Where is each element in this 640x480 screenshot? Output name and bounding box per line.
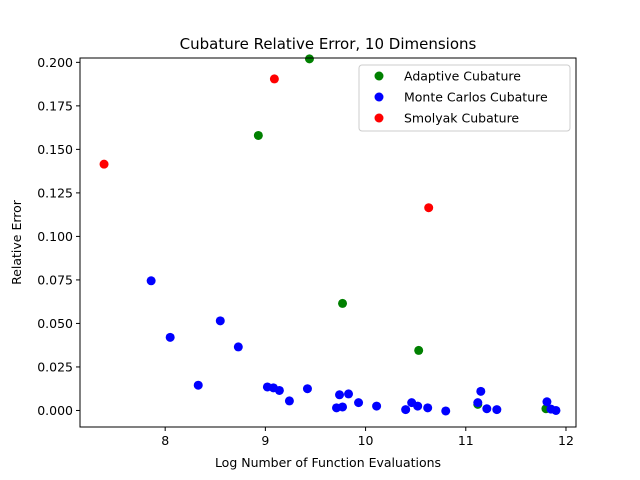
y-tick-label: 0.200 bbox=[37, 55, 73, 70]
data-point bbox=[335, 390, 345, 400]
y-tick-label: 0.050 bbox=[37, 316, 73, 331]
data-point bbox=[99, 159, 109, 169]
data-point bbox=[354, 398, 364, 408]
data-point bbox=[492, 405, 502, 415]
x-axis-label: Log Number of Function Evaluations bbox=[215, 455, 441, 470]
data-point bbox=[146, 276, 156, 286]
data-point bbox=[551, 405, 561, 415]
legend-marker bbox=[374, 71, 384, 81]
legend-label: Adaptive Cubature bbox=[404, 69, 521, 84]
x-tick-label: 9 bbox=[261, 433, 269, 448]
y-axis: 0.000 0.025 0.050 0.075 0.100 0.125 0.150 0.175… bbox=[37, 55, 80, 418]
legend-label: Smolyak Cubature bbox=[404, 111, 519, 126]
data-point bbox=[165, 332, 175, 342]
x-tick-label: 10 bbox=[358, 433, 374, 448]
y-axis-label: Relative Error bbox=[9, 199, 24, 285]
legend-marker bbox=[374, 92, 384, 102]
y-tick-label: 0.000 bbox=[37, 403, 73, 418]
data-point bbox=[274, 385, 284, 395]
y-tick-label: 0.075 bbox=[37, 272, 73, 287]
y-tick-label: 0.150 bbox=[37, 142, 73, 157]
data-point bbox=[338, 298, 348, 308]
legend-box bbox=[358, 64, 571, 132]
data-point bbox=[253, 130, 263, 140]
plot-area bbox=[99, 54, 561, 416]
data-point bbox=[424, 203, 434, 213]
data-point bbox=[215, 316, 225, 326]
data-point bbox=[233, 342, 243, 352]
data-point bbox=[423, 403, 433, 413]
chart-title: Cubature Relative Error, 10 Dimensions bbox=[180, 35, 477, 53]
data-point bbox=[344, 389, 354, 399]
x-tick-label: 12 bbox=[558, 433, 574, 448]
data-point bbox=[284, 396, 294, 406]
data-point bbox=[269, 74, 279, 84]
data-point bbox=[302, 384, 312, 394]
y-tick-label: 0.125 bbox=[37, 185, 73, 200]
data-point bbox=[482, 404, 492, 414]
data-point bbox=[304, 54, 314, 64]
y-tick-label: 0.175 bbox=[37, 98, 73, 113]
x-tick-label: 11 bbox=[458, 433, 474, 448]
data-point bbox=[473, 398, 483, 408]
y-tick-label: 0.025 bbox=[37, 359, 73, 374]
legend-marker bbox=[374, 113, 384, 123]
data-point bbox=[542, 397, 552, 407]
x-tick-label: 8 bbox=[161, 433, 169, 448]
legend-label: Monte Carlos Cubature bbox=[404, 90, 548, 105]
data-point bbox=[193, 380, 203, 390]
data-point bbox=[414, 345, 424, 355]
legend: Adaptive Cubature Monte Carlos Cubature Sm… bbox=[358, 64, 571, 132]
data-point bbox=[476, 386, 486, 396]
x-axis: 8 9 10 11 12 bbox=[161, 427, 574, 448]
data-point bbox=[372, 401, 382, 411]
data-point bbox=[413, 401, 423, 411]
data-point bbox=[401, 405, 411, 415]
data-point bbox=[441, 406, 451, 416]
plot-frame bbox=[79, 57, 577, 428]
y-tick-label: 0.100 bbox=[37, 229, 73, 244]
data-point bbox=[338, 402, 348, 412]
